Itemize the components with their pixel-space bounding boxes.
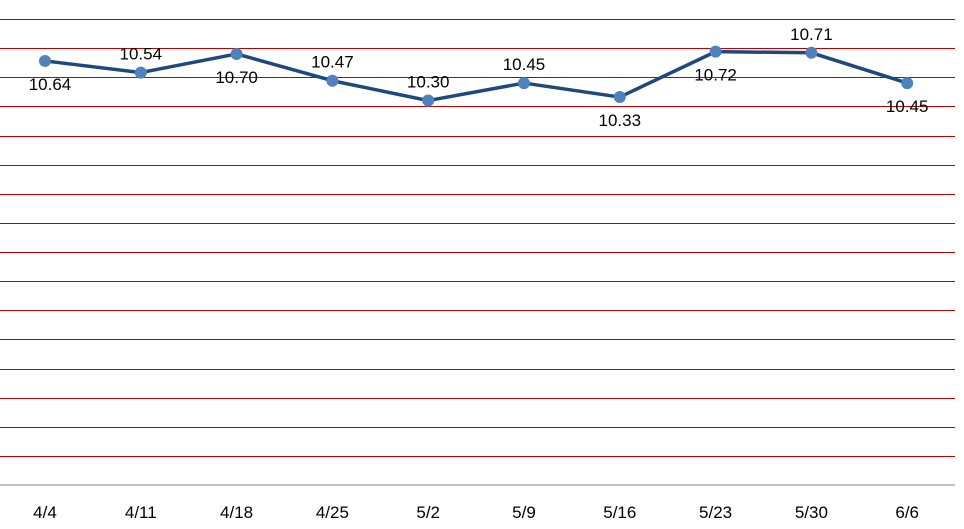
data-label: 10.70 (215, 68, 258, 87)
data-label: 10.30 (407, 73, 450, 92)
data-point (901, 77, 914, 90)
data-label: 10.45 (886, 97, 929, 116)
data-point (709, 45, 722, 58)
data-label: 10.72 (694, 66, 737, 85)
series-group: 10.64 10.54 10.70 10.47 10.30 10.45 10.33 10.72… (29, 25, 929, 130)
x-tick-label: 5/23 (699, 503, 732, 522)
x-tick-label: 4/4 (33, 503, 57, 522)
data-point (518, 77, 530, 90)
x-tick-label: 5/30 (795, 503, 828, 522)
x-tick-label: 4/18 (220, 503, 253, 522)
x-tick-label: 6/6 (895, 503, 919, 522)
x-tick-label: 4/11 (125, 503, 157, 522)
data-label: 10.64 (29, 75, 72, 94)
data-label: 10.54 (120, 45, 163, 64)
data-label: 10.45 (503, 55, 546, 74)
data-point (805, 46, 818, 59)
series-line (43, 49, 909, 103)
x-tick-label: 5/16 (603, 503, 636, 522)
data-point (613, 91, 626, 104)
x-tick-label: 5/2 (416, 503, 440, 522)
gridlines (0, 19, 955, 457)
data-label: 10.33 (599, 111, 642, 130)
x-tick-labels: 4/4 4/11 4/18 4/25 5/2 5/9 5/16 5/23 5/30 6/6 (33, 503, 919, 522)
data-label: 10.47 (311, 53, 354, 72)
data-point (422, 94, 435, 107)
data-point (39, 54, 51, 67)
data-point (134, 66, 147, 79)
data-label: 10.71 (790, 25, 833, 44)
data-point (326, 74, 339, 87)
data-point (230, 47, 243, 60)
x-tick-label: 5/9 (512, 503, 536, 522)
x-tick-label: 4/25 (316, 503, 349, 522)
